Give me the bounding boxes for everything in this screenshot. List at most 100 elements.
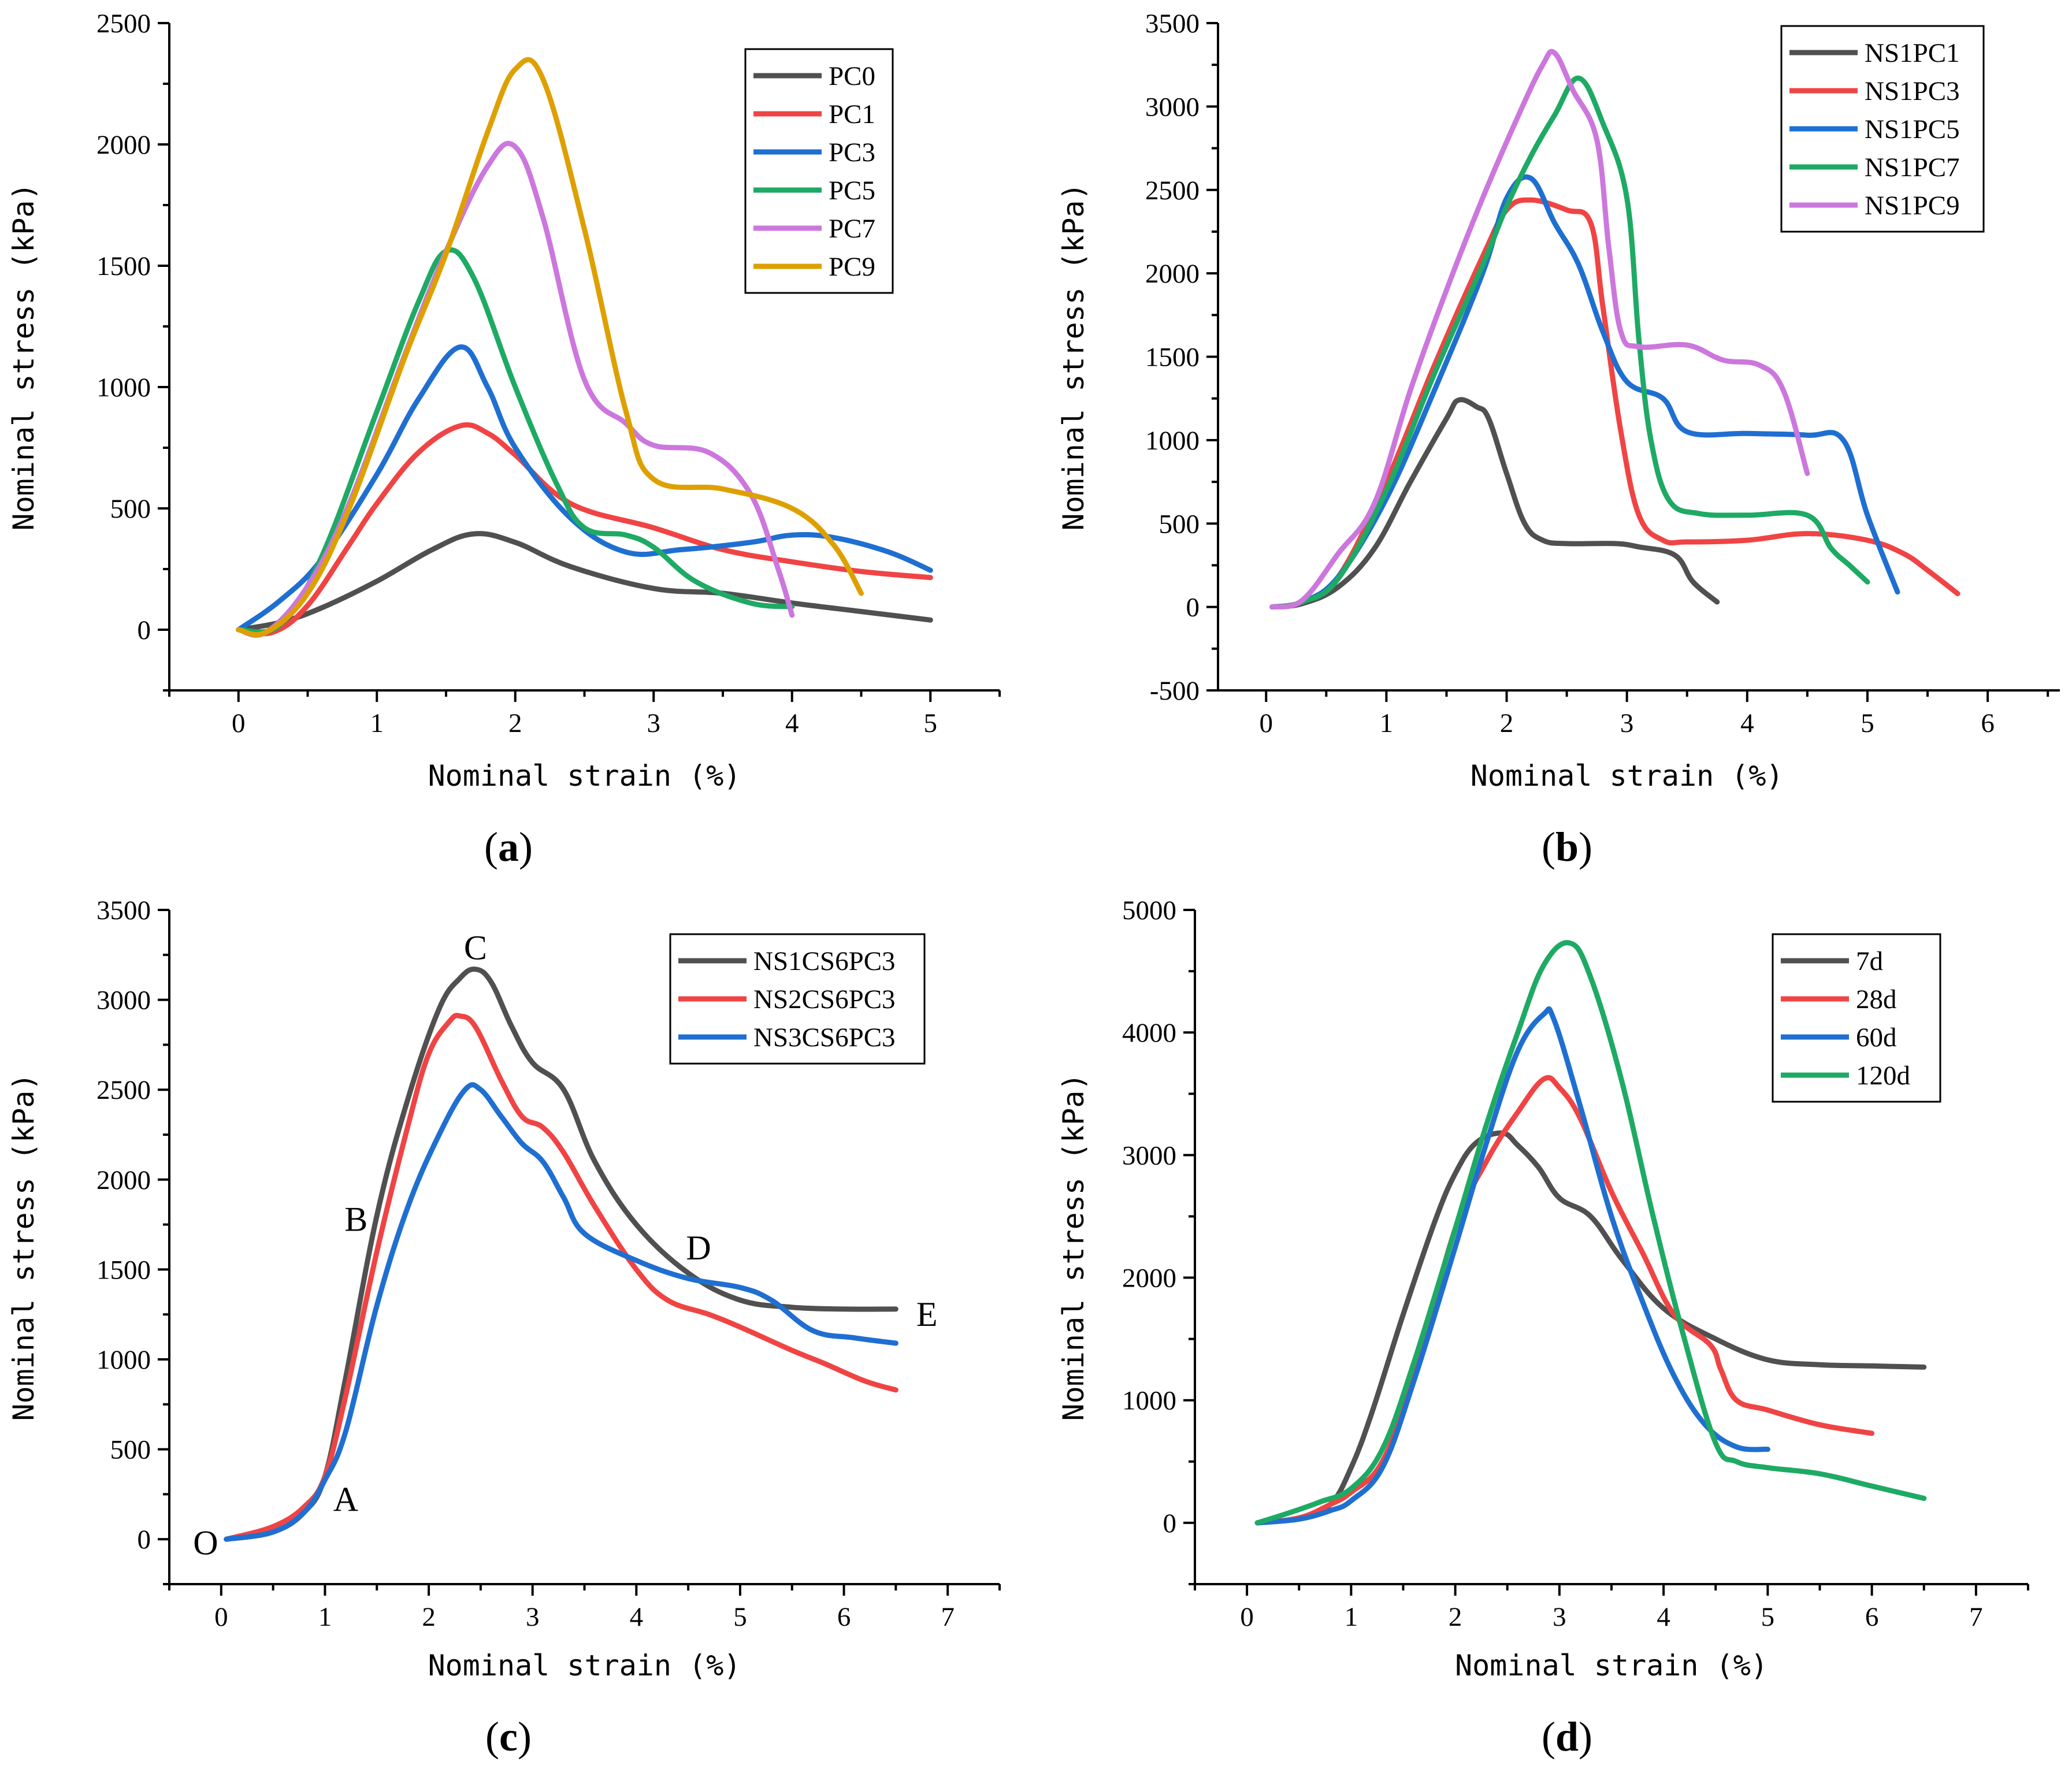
x-tick-label: 1 — [318, 1602, 332, 1632]
x-tick-label: 4 — [785, 708, 799, 738]
x-tick-label: 3 — [647, 708, 661, 738]
y-tick-label: 3000 — [96, 986, 151, 1016]
caption-open-paren: ( — [1542, 1714, 1555, 1760]
y-tick-label: 500 — [110, 1435, 151, 1465]
legend-label: NS1PC7 — [1865, 153, 1960, 183]
x-tick-label: 0 — [214, 1602, 228, 1632]
y-tick-label: 2500 — [1145, 176, 1200, 206]
y-tick-label: 0 — [138, 615, 151, 645]
annotation-point-label: B — [344, 1200, 367, 1238]
series-line-pc9 — [236, 57, 864, 637]
x-tick-label: 3 — [1553, 1602, 1566, 1632]
legend-label: 7d — [1856, 946, 1883, 976]
y-tick-label: 1000 — [96, 1345, 151, 1375]
x-tick-label: 4 — [1657, 1602, 1670, 1632]
panel-caption: (b) — [1542, 824, 1592, 870]
y-tick-label: 500 — [1159, 509, 1200, 539]
legend-label: NS1PC1 — [1865, 38, 1960, 68]
series-line-ns1pc9 — [1269, 49, 1810, 610]
x-tick-label: 6 — [1865, 1602, 1879, 1632]
x-tick-label: 2 — [1500, 708, 1514, 738]
x-tick-label: 5 — [924, 708, 938, 738]
y-tick-label: 2500 — [96, 9, 151, 39]
y-tick-label: 3500 — [96, 895, 151, 926]
x-tick-label: 6 — [837, 1602, 851, 1632]
y-tick-label: 3000 — [1122, 1140, 1176, 1170]
caption-open-paren: ( — [485, 1714, 499, 1760]
y-tick-label: 0 — [1186, 593, 1200, 623]
y-tick-label: 1000 — [1145, 426, 1200, 456]
x-tick-label: 3 — [1620, 708, 1634, 738]
y-tick-label: 3000 — [1145, 92, 1200, 122]
x-tick-label: 1 — [1345, 1602, 1358, 1632]
x-tick-label: 2 — [508, 708, 522, 738]
series-line-7d — [1254, 1130, 1927, 1526]
series-line-ns1pc5 — [1269, 174, 1900, 610]
x-tick-label: 1 — [1380, 708, 1394, 738]
legend-label: NS1PC5 — [1865, 114, 1960, 144]
annotation-point-label: E — [916, 1295, 938, 1333]
y-tick-label: 2000 — [1145, 259, 1200, 289]
x-tick-label: 2 — [422, 1602, 436, 1632]
x-tick-label: 5 — [1761, 1602, 1775, 1632]
caption-close-paren: ) — [1579, 824, 1592, 870]
y-tick-label: 1500 — [1145, 343, 1200, 373]
panel-caption: (d) — [1542, 1714, 1592, 1760]
series-line-pc1 — [236, 422, 933, 637]
y-tick-label: 1500 — [96, 251, 151, 281]
caption-letter: a — [498, 824, 519, 870]
legend-label: PC5 — [829, 176, 875, 206]
panel-caption: (a) — [484, 824, 533, 870]
annotation-point-label: O — [193, 1523, 218, 1562]
x-tick-label: 0 — [1260, 708, 1273, 738]
x-axis-title: Nominal strain (%) — [1471, 759, 1784, 793]
caption-letter: d — [1555, 1714, 1579, 1760]
x-tick-label: 5 — [1861, 708, 1874, 738]
x-tick-label: 0 — [232, 708, 246, 738]
legend-frame — [669, 933, 926, 1065]
legend-label: NS3CS6PC3 — [753, 1023, 896, 1053]
x-tick-label: 4 — [630, 1602, 644, 1632]
caption-open-paren: ( — [484, 824, 498, 870]
y-axis-title: Nominal stress (kPa) — [7, 183, 40, 530]
legend: NS1PC1 NS1PC3 NS1PC5 NS1PC7 NS1PC9 — [1780, 25, 1985, 233]
series-line-pc0 — [236, 531, 933, 633]
legend-frame — [744, 48, 894, 294]
annotation-point-label: D — [686, 1229, 711, 1267]
series-line-ns1pc7 — [1269, 75, 1870, 610]
y-axis-title: Nominal stress (kPa) — [1057, 183, 1090, 530]
legend-label: PC7 — [829, 214, 875, 244]
x-tick-label: 7 — [941, 1602, 955, 1632]
series-line-ns1pc3 — [1269, 197, 1960, 610]
caption-open-paren: ( — [1542, 824, 1555, 870]
chart-panel-c: 0 1 2 3 4 5 6 7 0 500 1000 1500 2000 2500 3000 3500 Nomi… — [7, 895, 1001, 1760]
legend-label: 60d — [1856, 1023, 1897, 1053]
chart-panel-d: 0 1 2 3 4 5 6 7 0 1000 2000 3000 4000 5000 Nominal str… — [1057, 895, 2029, 1760]
series-line-28d — [1254, 1075, 1875, 1526]
series-line-pc5 — [236, 247, 795, 635]
y-tick-label: 2000 — [96, 1165, 151, 1195]
y-tick-label: 4000 — [1122, 1018, 1176, 1048]
x-tick-label: 5 — [733, 1602, 747, 1632]
legend-label: 120d — [1856, 1061, 1910, 1091]
x-axis-title: Nominal strain (%) — [1455, 1649, 1768, 1682]
y-tick-label: 3500 — [1145, 9, 1200, 39]
panel-caption: (c) — [485, 1714, 532, 1760]
annotation-point-label: A — [333, 1481, 358, 1519]
legend: PC0 PC1 PC3 PC5 PC7 PC9 — [744, 48, 894, 294]
y-tick-label: 0 — [138, 1525, 151, 1555]
x-tick-label: 6 — [1981, 708, 1995, 738]
legend-label: NS1PC9 — [1865, 191, 1960, 221]
legend-label: 28d — [1856, 984, 1897, 1014]
series-line-ns3cs6pc3 — [224, 1082, 898, 1542]
x-tick-label: 4 — [1740, 708, 1754, 738]
legend-label: PC9 — [829, 252, 875, 282]
x-tick-label: 3 — [526, 1602, 540, 1632]
caption-close-paren: ) — [518, 1714, 532, 1760]
legend: 7d 28d 60d 120d — [1772, 933, 1941, 1103]
y-tick-label: 1000 — [1122, 1386, 1176, 1416]
x-tick-label: 1 — [370, 708, 384, 738]
y-tick-label: 2000 — [96, 130, 151, 160]
x-axis-title: Nominal strain (%) — [428, 1649, 741, 1682]
